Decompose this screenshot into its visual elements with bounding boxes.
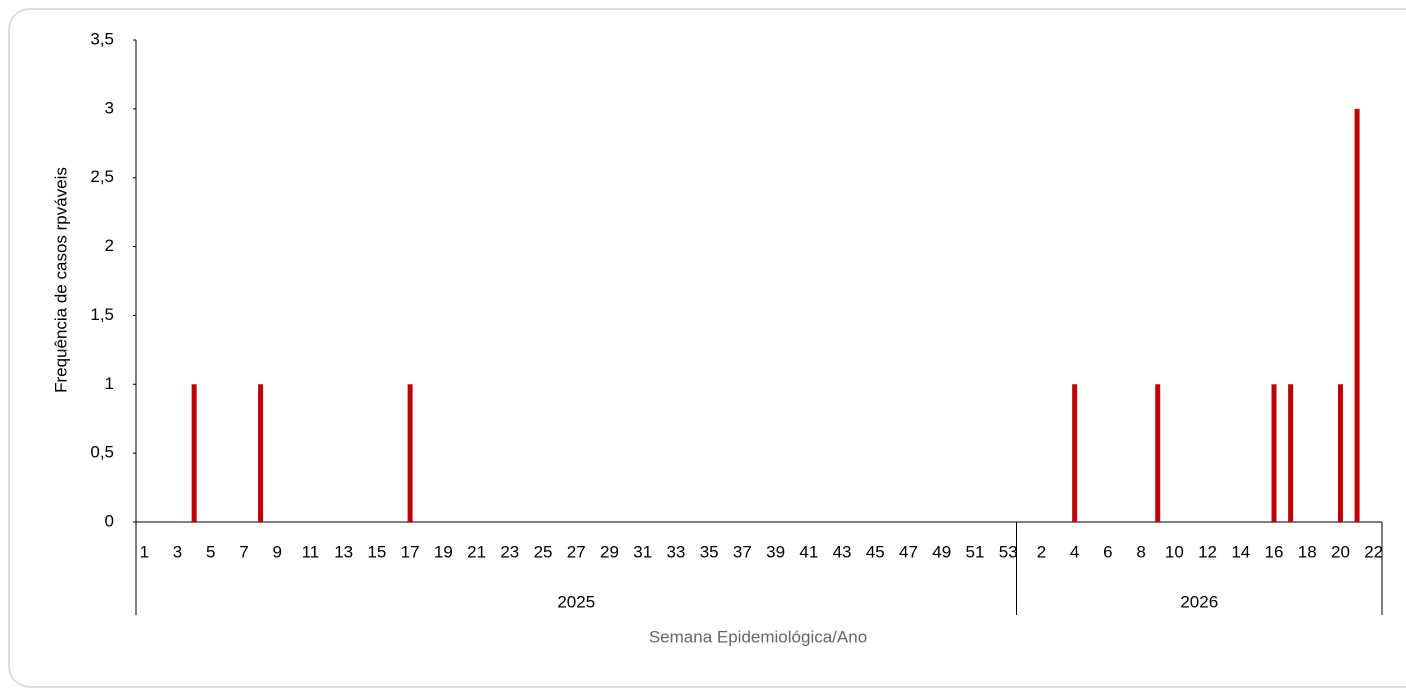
x-tick-label: 41 [799, 542, 818, 561]
y-axis-title: Frequência de casos rpváveis [51, 167, 70, 393]
x-tick-label: 45 [866, 542, 885, 561]
x-tick-label: 18 [1298, 542, 1317, 561]
y-tick-label: 1,5 [90, 305, 114, 324]
x-tick-label: 6 [1103, 542, 1112, 561]
x-tick-label: 51 [966, 542, 985, 561]
x-axis-title: Semana Epidemiológica/Ano [649, 627, 867, 646]
x-tick-label: 4 [1070, 542, 1079, 561]
x-tick-label: 16 [1265, 542, 1284, 561]
bar [1354, 108, 1360, 522]
bar [1337, 384, 1343, 522]
x-tick-label: 17 [401, 542, 420, 561]
bar [1288, 384, 1294, 522]
bar [407, 384, 413, 522]
x-tick-label: 53 [999, 542, 1018, 561]
x-tick-label: 21 [467, 542, 486, 561]
x-tick-label: 1 [140, 542, 149, 561]
x-tick-label: 37 [733, 542, 752, 561]
x-tick-label: 20 [1331, 542, 1350, 561]
x-tick-label: 9 [272, 542, 281, 561]
x-tick-label: 14 [1231, 542, 1250, 561]
y-tick-label: 3 [105, 98, 114, 117]
x-tick-label: 5 [206, 542, 215, 561]
x-tick-label: 11 [302, 542, 320, 561]
x-tick-label: 12 [1198, 542, 1217, 561]
x-tick-label: 31 [633, 542, 652, 561]
x-tick-label: 27 [567, 542, 586, 561]
x-tick-label: 8 [1136, 542, 1145, 561]
bar [1271, 384, 1277, 522]
x-tick-label: 19 [434, 542, 453, 561]
bar [258, 384, 264, 522]
x-tick-label: 25 [534, 542, 553, 561]
x-tick-label: 10 [1165, 542, 1184, 561]
y-tick-label: 2,5 [90, 167, 114, 186]
group-label: 2025 [557, 592, 595, 611]
x-tick-label: 23 [500, 542, 519, 561]
bar [191, 384, 197, 522]
x-tick-label: 13 [334, 542, 353, 561]
x-tick-label: 22 [1364, 542, 1383, 561]
x-tick-label: 49 [932, 542, 951, 561]
x-tick-label: 29 [600, 542, 619, 561]
x-tick-label: 3 [173, 542, 182, 561]
x-tick-label: 39 [766, 542, 785, 561]
y-tick-label: 2 [105, 236, 114, 255]
y-tick-label: 0 [105, 511, 114, 530]
x-tick-label: 33 [666, 542, 685, 561]
x-tick-label: 7 [239, 542, 248, 561]
x-tick-label: 35 [700, 542, 719, 561]
y-tick-label: 1 [105, 374, 114, 393]
y-tick-label: 0,5 [90, 443, 114, 462]
x-tick-label: 43 [833, 542, 852, 561]
bar [1155, 384, 1161, 522]
group-label: 2026 [1180, 592, 1218, 611]
y-tick-label: 3,5 [90, 29, 114, 48]
x-tick-label: 2 [1037, 542, 1046, 561]
x-tick-label: 47 [899, 542, 918, 561]
x-tick-label: 15 [367, 542, 386, 561]
bar [1072, 384, 1078, 522]
